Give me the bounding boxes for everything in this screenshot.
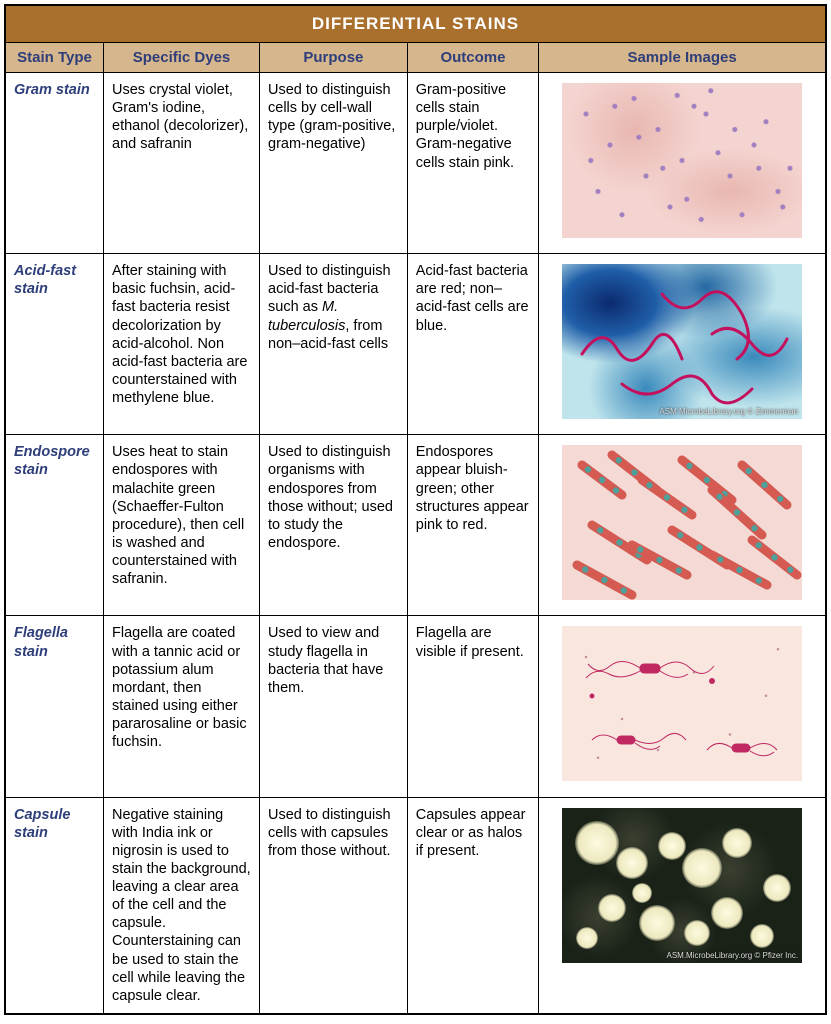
outcome-cell: Capsules appear clear or as halos if pre… [407,797,538,1014]
purpose-cell: Used to view and study flagella in bacte… [260,616,408,797]
table-title: DIFFERENTIAL STAINS [5,5,826,43]
outcome-cell: Endospores appear bluish-green; other st… [407,435,538,616]
table-row: Flagella stainFlagella are coated with a… [5,616,826,797]
table-row: Acid-fast stainAfter staining with basic… [5,254,826,435]
stain-type-cell: Endospore stain [5,435,104,616]
specific-dyes-cell: Uses heat to stain endospores with malac… [104,435,260,616]
sample-image: ASM MicrobeLibrary.org © Zimmerman [562,264,802,419]
sample-image [562,626,802,781]
table-row: Endospore stainUses heat to stain endosp… [5,435,826,616]
purpose-cell: Used to distinguish cells by cell-wall t… [260,73,408,254]
sample-image-cell [539,616,826,797]
sample-image: ASM.MicrobeLibrary.org © Pfizer Inc. [562,808,802,963]
differential-stains-table: DIFFERENTIAL STAINS Stain TypeSpecific D… [4,4,827,1015]
sample-image [562,445,802,600]
purpose-cell: Used to distinguish organisms with endos… [260,435,408,616]
outcome-cell: Flagella are visible if present. [407,616,538,797]
column-header: Sample Images [539,43,826,73]
specific-dyes-cell: Uses crystal violet, Gram's iodine, etha… [104,73,260,254]
outcome-cell: Acid-fast bacteria are red; non–acid-fas… [407,254,538,435]
column-header: Specific Dyes [104,43,260,73]
sample-image-cell [539,73,826,254]
column-header: Outcome [407,43,538,73]
sample-image-cell [539,435,826,616]
table-row: Gram stainUses crystal violet, Gram's io… [5,73,826,254]
stain-type-cell: Flagella stain [5,616,104,797]
purpose-cell: Used to distinguish acid-fast bacteria s… [260,254,408,435]
specific-dyes-cell: Flagella are coated with a tannic acid o… [104,616,260,797]
stain-type-cell: Acid-fast stain [5,254,104,435]
image-credit: ASM MicrobeLibrary.org © Zimmerman [659,407,798,417]
purpose-cell: Used to distinguish cells with capsules … [260,797,408,1014]
column-header-row: Stain TypeSpecific DyesPurposeOutcomeSam… [5,43,826,73]
column-header: Purpose [260,43,408,73]
specific-dyes-cell: After staining with basic fuchsin, acid-… [104,254,260,435]
stain-type-cell: Gram stain [5,73,104,254]
column-header: Stain Type [5,43,104,73]
stain-type-cell: Capsule stain [5,797,104,1014]
specific-dyes-cell: Negative staining with India ink or nigr… [104,797,260,1014]
outcome-cell: Gram-positive cells stain purple/violet.… [407,73,538,254]
table-row: Capsule stainNegative staining with Indi… [5,797,826,1014]
sample-image [562,83,802,238]
sample-image-cell: ASM MicrobeLibrary.org © Zimmerman [539,254,826,435]
sample-image-cell: ASM.MicrobeLibrary.org © Pfizer Inc. [539,797,826,1014]
image-credit: ASM.MicrobeLibrary.org © Pfizer Inc. [667,951,799,961]
table-body: Gram stainUses crystal violet, Gram's io… [5,73,826,1014]
